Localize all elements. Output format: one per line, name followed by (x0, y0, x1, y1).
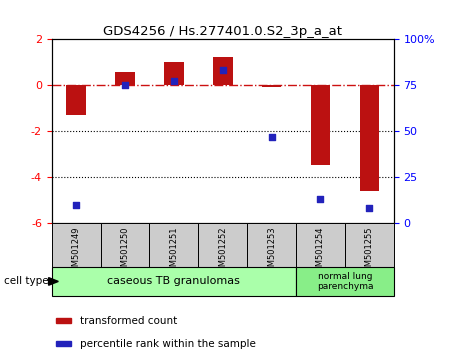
Bar (115, 72, 135, 85)
Point (268, 134, 275, 139)
FancyBboxPatch shape (198, 223, 247, 267)
Text: normal lung
parenchyma: normal lung parenchyma (317, 272, 373, 291)
Text: GSM501252: GSM501252 (218, 227, 227, 277)
Bar (360, 85, 379, 191)
Text: caseous TB granulomas: caseous TB granulomas (108, 276, 240, 286)
FancyBboxPatch shape (101, 223, 149, 267)
FancyBboxPatch shape (247, 223, 296, 267)
Point (219, 67, 226, 73)
Bar (164, 62, 184, 85)
FancyBboxPatch shape (149, 223, 198, 267)
Bar (213, 57, 233, 85)
Point (122, 82, 129, 88)
Text: GSM501249: GSM501249 (72, 227, 81, 277)
Bar (56, 319, 71, 323)
Bar (67, 85, 86, 115)
Text: GSM501253: GSM501253 (267, 227, 276, 277)
Text: GSM501255: GSM501255 (365, 227, 374, 277)
Text: cell type: cell type (4, 276, 49, 286)
Text: GSM501251: GSM501251 (169, 227, 178, 277)
FancyBboxPatch shape (345, 223, 394, 267)
Polygon shape (49, 278, 58, 285)
Text: transformed count: transformed count (81, 315, 178, 326)
Text: percentile rank within the sample: percentile rank within the sample (81, 338, 256, 349)
FancyBboxPatch shape (52, 223, 101, 267)
Point (366, 205, 373, 211)
FancyBboxPatch shape (296, 267, 394, 296)
Point (317, 196, 324, 202)
Point (72, 202, 80, 207)
Text: GSM501250: GSM501250 (121, 227, 130, 277)
Text: GSM501254: GSM501254 (316, 227, 325, 277)
FancyBboxPatch shape (52, 267, 296, 296)
Bar (262, 85, 281, 87)
Bar (56, 342, 71, 346)
Point (170, 79, 177, 84)
Bar (310, 85, 330, 166)
FancyBboxPatch shape (296, 223, 345, 267)
Title: GDS4256 / Hs.277401.0.S2_3p_a_at: GDS4256 / Hs.277401.0.S2_3p_a_at (103, 25, 342, 38)
